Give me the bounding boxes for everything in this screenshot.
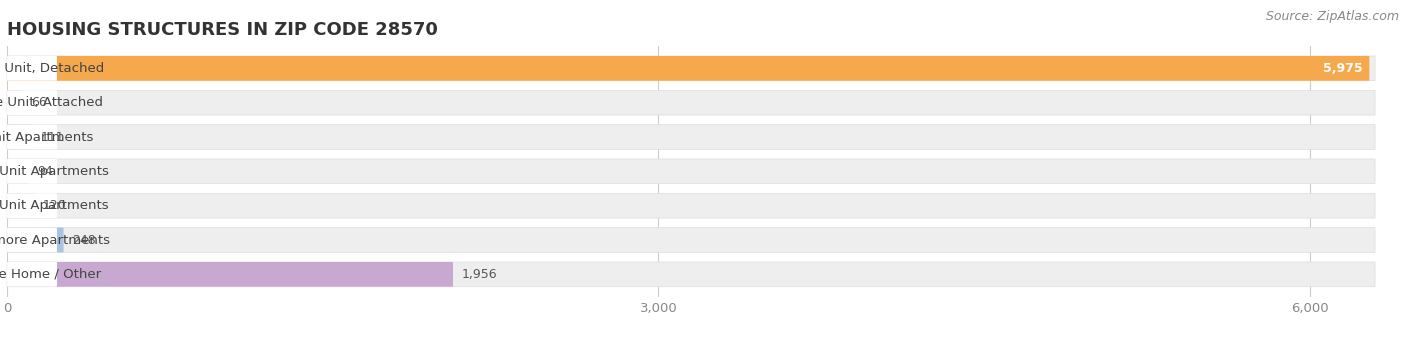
- Text: 94: 94: [37, 165, 53, 178]
- FancyBboxPatch shape: [7, 228, 63, 252]
- FancyBboxPatch shape: [7, 193, 34, 218]
- Text: 5,975: 5,975: [1323, 62, 1362, 75]
- FancyBboxPatch shape: [7, 56, 58, 81]
- FancyBboxPatch shape: [7, 228, 1375, 252]
- FancyBboxPatch shape: [7, 193, 58, 218]
- Text: 2 Unit Apartments: 2 Unit Apartments: [0, 131, 93, 144]
- Text: 5 to 9 Unit Apartments: 5 to 9 Unit Apartments: [0, 199, 108, 212]
- Text: Single Unit, Detached: Single Unit, Detached: [0, 62, 104, 75]
- Text: 120: 120: [44, 199, 67, 212]
- Text: Single Unit, Attached: Single Unit, Attached: [0, 96, 103, 109]
- Text: Source: ZipAtlas.com: Source: ZipAtlas.com: [1265, 10, 1399, 23]
- FancyBboxPatch shape: [7, 56, 1375, 81]
- Text: 111: 111: [41, 131, 65, 144]
- FancyBboxPatch shape: [7, 90, 58, 115]
- FancyBboxPatch shape: [7, 262, 1375, 287]
- FancyBboxPatch shape: [7, 125, 32, 149]
- Text: 248: 248: [72, 234, 96, 247]
- FancyBboxPatch shape: [7, 90, 22, 115]
- FancyBboxPatch shape: [7, 125, 1375, 149]
- FancyBboxPatch shape: [7, 262, 453, 287]
- FancyBboxPatch shape: [7, 56, 1369, 81]
- Text: 3 or 4 Unit Apartments: 3 or 4 Unit Apartments: [0, 165, 108, 178]
- FancyBboxPatch shape: [7, 125, 58, 149]
- Text: 10 or more Apartments: 10 or more Apartments: [0, 234, 110, 247]
- FancyBboxPatch shape: [7, 90, 1375, 115]
- Text: HOUSING STRUCTURES IN ZIP CODE 28570: HOUSING STRUCTURES IN ZIP CODE 28570: [7, 21, 437, 39]
- FancyBboxPatch shape: [7, 159, 58, 184]
- Text: Mobile Home / Other: Mobile Home / Other: [0, 268, 101, 281]
- FancyBboxPatch shape: [7, 228, 58, 252]
- FancyBboxPatch shape: [7, 159, 28, 184]
- Text: 1,956: 1,956: [461, 268, 498, 281]
- FancyBboxPatch shape: [7, 159, 1375, 184]
- FancyBboxPatch shape: [7, 262, 58, 287]
- Text: 66: 66: [31, 96, 46, 109]
- FancyBboxPatch shape: [7, 193, 1375, 218]
